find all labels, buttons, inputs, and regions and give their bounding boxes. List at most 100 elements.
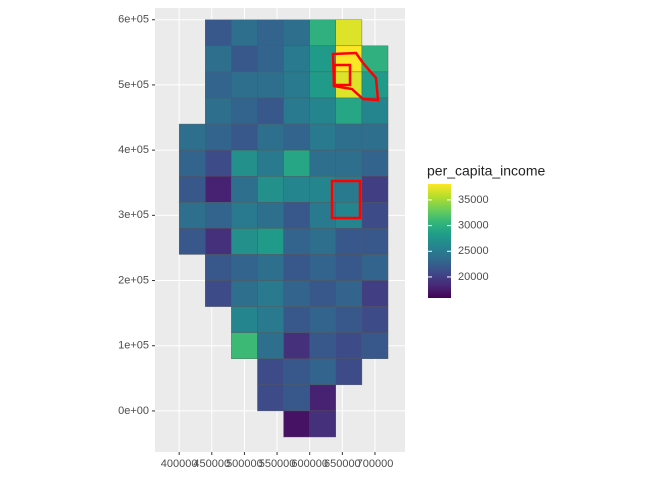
county <box>335 358 363 386</box>
county <box>205 71 232 99</box>
county <box>309 19 337 47</box>
y-tick-label: 2e+05 <box>118 274 149 286</box>
county <box>257 280 284 307</box>
y-tick-label: 4e+05 <box>118 144 149 156</box>
x-tick-label: 600000 <box>291 458 328 470</box>
county <box>335 19 363 47</box>
county <box>335 280 363 307</box>
county <box>309 332 337 359</box>
county <box>361 97 389 125</box>
county <box>309 358 337 386</box>
legend-tick-label: 25000 <box>458 245 489 257</box>
x-tick-label: 700000 <box>357 458 394 470</box>
county <box>205 228 232 255</box>
county <box>283 97 310 125</box>
county <box>257 71 284 99</box>
county <box>257 332 284 359</box>
county <box>283 202 310 229</box>
county <box>309 228 337 255</box>
y-tick-label: 5e+05 <box>118 79 149 91</box>
county <box>309 97 337 125</box>
x-tick-label: 400000 <box>161 458 198 470</box>
x-tick-label: 650000 <box>324 458 361 470</box>
county <box>257 306 284 333</box>
county <box>283 358 310 386</box>
county <box>231 202 258 229</box>
county <box>335 149 363 177</box>
county <box>231 19 258 47</box>
county <box>178 176 206 203</box>
county <box>283 19 310 47</box>
county <box>205 123 232 151</box>
county <box>257 19 284 47</box>
county <box>257 123 284 151</box>
county <box>361 149 389 177</box>
county <box>257 149 284 177</box>
y-tick-label: 6e+05 <box>118 14 149 26</box>
county <box>309 384 337 412</box>
county <box>257 202 284 229</box>
legend-tick-label: 35000 <box>458 194 489 206</box>
county <box>257 358 284 386</box>
county <box>283 280 310 307</box>
county <box>335 228 363 255</box>
county <box>283 149 310 177</box>
county <box>361 332 389 359</box>
legend-title: per_capita_income <box>427 163 546 179</box>
highlight-outline <box>330 179 362 220</box>
county <box>178 149 206 177</box>
county <box>231 280 258 307</box>
county <box>178 202 206 229</box>
county <box>309 254 337 281</box>
county <box>231 306 258 333</box>
county <box>283 176 310 203</box>
county <box>335 254 363 281</box>
county <box>361 202 389 229</box>
county <box>231 332 258 359</box>
county <box>257 97 284 125</box>
county <box>231 254 258 281</box>
county <box>335 202 363 229</box>
y-tick-label: 0e+00 <box>118 405 149 417</box>
county <box>205 45 232 73</box>
county <box>361 228 389 255</box>
county <box>205 97 232 125</box>
county <box>309 410 337 438</box>
county <box>231 71 258 99</box>
county <box>283 45 310 73</box>
county <box>257 254 284 281</box>
county <box>309 45 337 73</box>
x-tick-label: 450000 <box>193 458 230 470</box>
county <box>335 306 363 333</box>
county <box>283 410 310 438</box>
county <box>178 123 206 151</box>
county <box>205 19 232 47</box>
x-tick-label: 500000 <box>226 458 263 470</box>
county <box>205 149 232 177</box>
county <box>361 45 389 73</box>
county <box>231 176 258 203</box>
county <box>231 228 258 255</box>
county <box>335 97 363 125</box>
colorbar <box>428 184 451 298</box>
county <box>309 71 337 99</box>
county <box>361 176 389 203</box>
county <box>257 228 284 255</box>
county <box>283 332 310 359</box>
county <box>205 202 232 229</box>
county <box>257 45 284 73</box>
x-tick-label: 550000 <box>259 458 296 470</box>
county <box>283 384 310 412</box>
y-tick-label: 1e+05 <box>118 340 149 352</box>
y-tick-label: 3e+05 <box>118 209 149 221</box>
county <box>335 123 363 151</box>
county <box>283 123 310 151</box>
county <box>205 280 232 307</box>
county <box>335 332 363 359</box>
county <box>283 254 310 281</box>
county <box>257 176 284 203</box>
legend-tick-label: 30000 <box>458 220 489 232</box>
county <box>361 123 389 151</box>
highlight-outline <box>332 63 352 87</box>
county <box>231 123 258 151</box>
